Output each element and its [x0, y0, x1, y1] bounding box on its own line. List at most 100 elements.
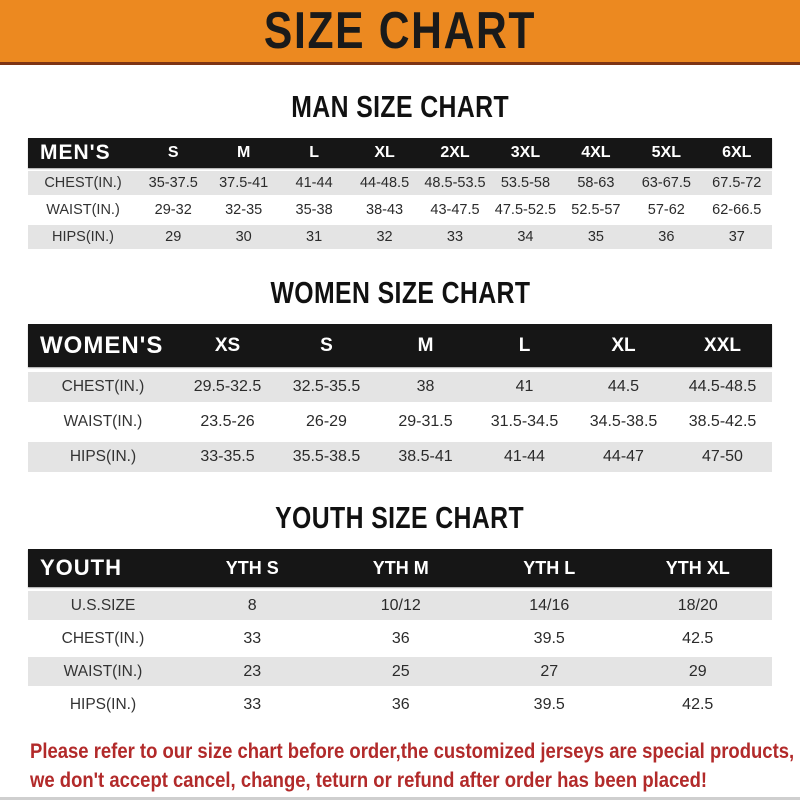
- youth-row-hips-in: HIPS(IN.) 33 36 39.5 42.5: [28, 690, 772, 719]
- womens-hips-in-value-l: 41-44: [504, 448, 545, 465]
- disclaimer-line-1: Please refer to our size chart before or…: [30, 740, 795, 763]
- youth-waist-in-value-yth-xl: 29: [688, 662, 707, 680]
- youth-u-s-size-value-yth-xl: 18/20: [677, 596, 718, 614]
- youth-table-header: YOUTH YTH S YTH M YTH L YTH XL: [28, 549, 772, 587]
- mens-row-label-waist-in: WAIST(IN.): [46, 202, 120, 218]
- youth-hips-in-value-yth-s: 33: [243, 695, 262, 713]
- mens-hips-in-value-s: 29: [165, 229, 182, 245]
- mens-section-title: MAN SIZE CHART: [0, 65, 800, 125]
- womens-waist-in-value-xxl: 38.5-42.5: [688, 413, 757, 430]
- womens-header-label: WOMEN'S: [40, 331, 164, 359]
- womens-waist-in-value-l: 31.5-34.5: [490, 413, 559, 430]
- mens-chest-in-value-4xl: 58-63: [577, 175, 615, 191]
- womens-table-header: WOMEN'S XS S M L XL XXL: [28, 324, 772, 367]
- mens-waist-in-value-2xl: 43-47.5: [430, 202, 480, 218]
- mens-hips-in-value-m: 30: [235, 229, 252, 245]
- womens-hips-in-value-xs: 33-35.5: [200, 448, 255, 465]
- womens-chest-in-value-xl: 44.5: [607, 378, 640, 395]
- youth-hips-in-value-yth-xl: 42.5: [682, 695, 714, 713]
- mens-chest-in-value-s: 35-37.5: [148, 175, 198, 191]
- womens-chest-in-value-xs: 29.5-32.5: [193, 378, 262, 395]
- youth-u-s-size-value-yth-l: 14/16: [529, 596, 570, 614]
- mens-column-header-6xl: 6XL: [722, 144, 752, 161]
- mens-hips-in-value-xl: 32: [376, 229, 393, 245]
- banner: SIZE CHART: [0, 0, 800, 65]
- mens-waist-in-value-5xl: 57-62: [647, 202, 685, 218]
- mens-waist-in-value-3xl: 47.5-52.5: [494, 202, 557, 218]
- youth-column-header-yth-s: YTH S: [225, 557, 279, 578]
- mens-chest-in-value-m: 37.5-41: [219, 175, 269, 191]
- sections-container: MAN SIZE CHART MEN'S S M L XL 2XL 3XL 4XL 5XL 6XL C…: [0, 65, 800, 719]
- youth-column-header-yth-m: YTH M: [372, 557, 429, 578]
- youth-u-s-size-value-yth-m: 10/12: [380, 596, 421, 614]
- womens-size-chart-section: WOMEN SIZE CHART WOMEN'S XS S M L XL XXL CHEST(I…: [0, 249, 800, 472]
- youth-row-label-u-s-size: U.S.SIZE: [70, 596, 136, 614]
- mens-waist-in-value-m: 32-35: [225, 202, 263, 218]
- mens-hips-in-value-4xl: 35: [587, 229, 604, 245]
- womens-section-title: WOMEN SIZE CHART: [0, 249, 800, 311]
- youth-chest-in-value-yth-s: 33: [243, 629, 262, 647]
- youth-chest-in-value-yth-m: 36: [391, 629, 410, 647]
- mens-waist-in-value-4xl: 52.5-57: [571, 202, 621, 218]
- disclaimer: Please refer to our size chart before or…: [0, 737, 800, 795]
- womens-column-header-m: M: [417, 334, 434, 356]
- page-title: SIZE CHART: [263, 2, 537, 60]
- mens-row-hips-in: HIPS(IN.) 29 30 31 32 33 34 35 36 37: [28, 225, 772, 249]
- mens-chest-in-value-3xl: 53.5-58: [500, 175, 551, 191]
- mens-size-table: MEN'S S M L XL 2XL 3XL 4XL 5XL 6XL CHEST(IN.) 35-37…: [28, 138, 772, 249]
- youth-waist-in-value-yth-m: 25: [391, 662, 410, 680]
- youth-section-title-text: YOUTH SIZE CHART: [275, 500, 525, 535]
- mens-column-header-5xl: 5XL: [651, 144, 681, 161]
- womens-column-header-s: S: [320, 334, 333, 356]
- mens-hips-in-value-l: 31: [306, 229, 323, 245]
- youth-hips-in-value-yth-l: 39.5: [533, 695, 565, 713]
- womens-column-header-l: L: [518, 334, 531, 356]
- youth-hips-in-value-yth-m: 36: [391, 695, 410, 713]
- womens-row-label-chest-in: CHEST(IN.): [61, 378, 145, 395]
- womens-row-label-waist-in: WAIST(IN.): [63, 413, 143, 430]
- mens-chest-in-value-xl: 44-48.5: [359, 175, 410, 191]
- youth-column-header-yth-xl: YTH XL: [665, 557, 730, 578]
- youth-row-label-chest-in: CHEST(IN.): [61, 629, 145, 647]
- mens-column-header-l: L: [309, 144, 319, 161]
- youth-size-chart-section: YOUTH SIZE CHART YOUTH YTH S YTH M YTH L YTH …: [0, 472, 800, 719]
- youth-waist-in-value-yth-s: 23: [243, 662, 262, 680]
- mens-size-chart-section: MAN SIZE CHART MEN'S S M L XL 2XL 3XL 4XL 5XL 6XL C…: [0, 65, 800, 249]
- womens-section-title-text: WOMEN SIZE CHART: [270, 275, 530, 310]
- womens-chest-in-value-l: 41: [515, 378, 534, 395]
- mens-table-header: MEN'S S M L XL 2XL 3XL 4XL 5XL 6XL: [28, 138, 772, 168]
- mens-chest-in-value-6xl: 67.5-72: [712, 175, 762, 191]
- youth-row-waist-in: WAIST(IN.) 23 25 27 29: [28, 657, 772, 686]
- womens-hips-in-value-m: 38.5-41: [398, 448, 453, 465]
- mens-row-label-hips-in: HIPS(IN.): [51, 229, 115, 245]
- mens-row-waist-in: WAIST(IN.) 29-32 32-35 35-38 38-43 43-47.5 47.…: [28, 198, 772, 222]
- womens-column-header-xxl: XXL: [704, 334, 741, 356]
- womens-size-table: WOMEN'S XS S M L XL XXL CHEST(IN.) 29.5-32.5 32.5…: [28, 324, 772, 472]
- youth-row-chest-in: CHEST(IN.) 33 36 39.5 42.5: [28, 624, 772, 653]
- womens-row-waist-in: WAIST(IN.) 23.5-26 26-29 29-31.5 31.5-34.5 34…: [28, 407, 772, 437]
- womens-column-header-xl: XL: [611, 334, 636, 356]
- womens-row-label-hips-in: HIPS(IN.): [69, 448, 137, 465]
- mens-hips-in-value-2xl: 33: [446, 229, 464, 245]
- youth-column-header-yth-l: YTH L: [523, 557, 576, 578]
- mens-column-header-4xl: 4XL: [581, 144, 611, 161]
- mens-column-header-2xl: 2XL: [440, 144, 470, 161]
- youth-chest-in-value-yth-l: 39.5: [533, 629, 565, 647]
- womens-hips-in-value-s: 35.5-38.5: [292, 448, 361, 465]
- womens-waist-in-value-s: 26-29: [306, 413, 347, 430]
- mens-column-header-3xl: 3XL: [510, 144, 541, 161]
- disclaimer-line-2: we don't accept cancel, change, teturn o…: [30, 769, 708, 792]
- youth-row-label-hips-in: HIPS(IN.): [69, 695, 137, 713]
- mens-column-header-m: M: [236, 144, 251, 161]
- mens-hips-in-value-3xl: 34: [517, 229, 534, 245]
- womens-row-hips-in: HIPS(IN.) 33-35.5 35.5-38.5 38.5-41 41-44 44-…: [28, 442, 772, 472]
- mens-waist-in-value-xl: 38-43: [366, 202, 404, 218]
- womens-chest-in-value-s: 32.5-35.5: [292, 378, 361, 395]
- youth-u-s-size-value-yth-s: 8: [247, 596, 257, 614]
- mens-header-label: MEN'S: [40, 141, 111, 164]
- womens-column-header-xs: XS: [214, 334, 241, 356]
- womens-row-chest-in: CHEST(IN.) 29.5-32.5 32.5-35.5 38 41 44.5 44.5…: [28, 372, 772, 402]
- youth-waist-in-value-yth-l: 27: [540, 662, 559, 680]
- mens-waist-in-value-s: 29-32: [154, 202, 192, 218]
